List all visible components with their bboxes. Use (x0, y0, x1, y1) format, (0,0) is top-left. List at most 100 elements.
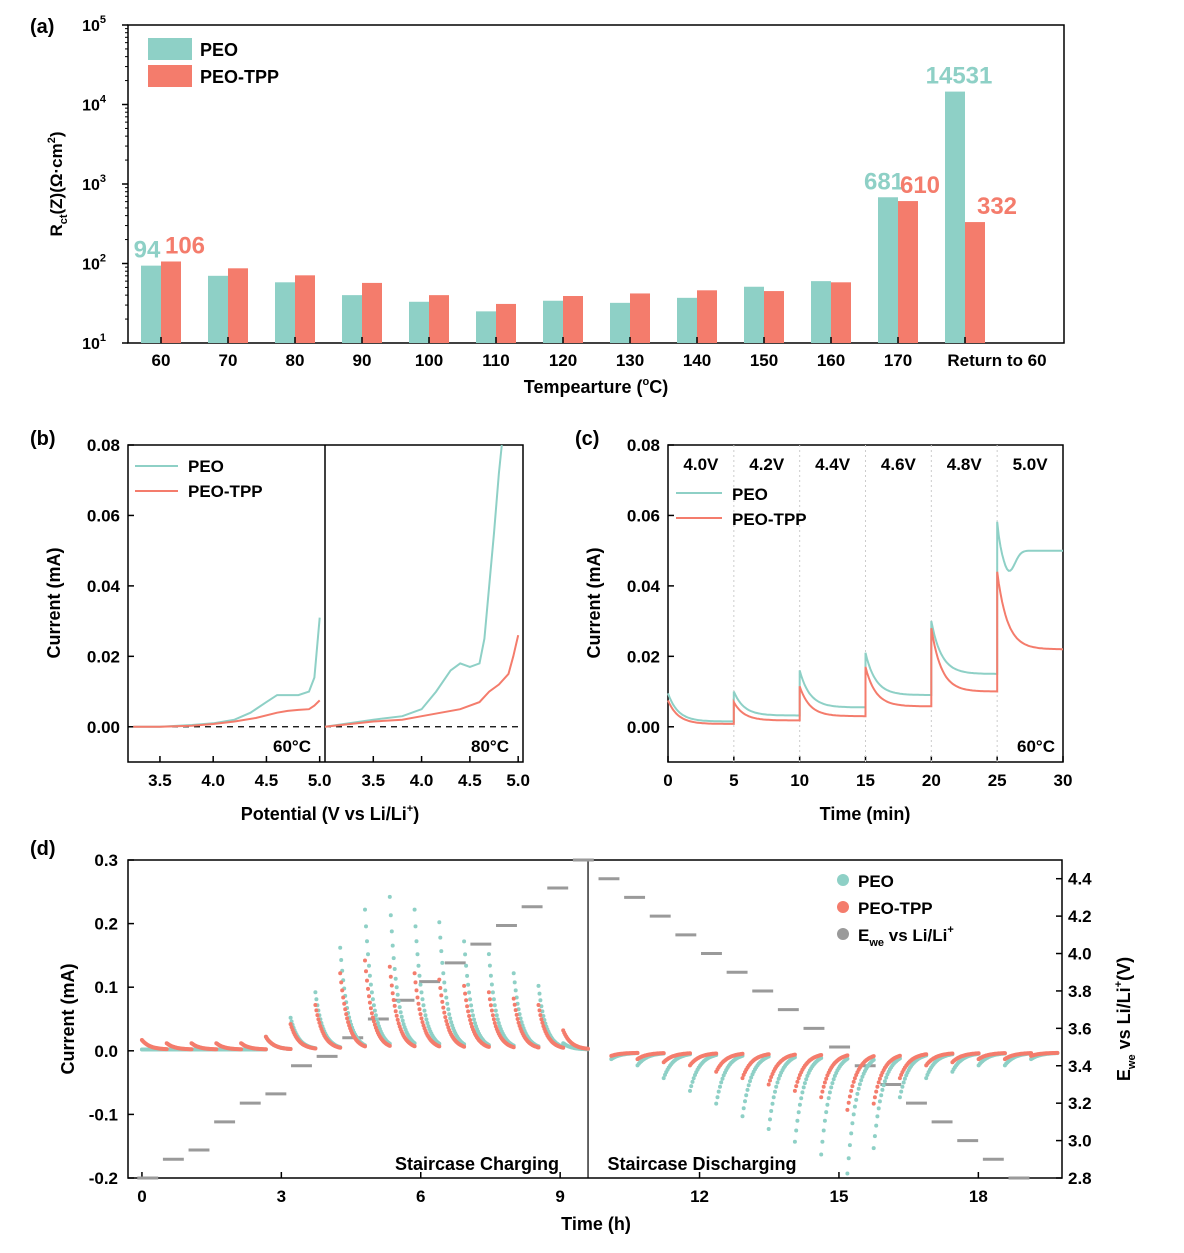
bar-peo-tpp (630, 293, 650, 343)
c-ytick-label: 0.08 (627, 436, 660, 455)
b-ytick-label: 0.00 (87, 718, 120, 737)
d-peo-tpp-step (387, 964, 417, 1049)
d-peo-tpp-point (845, 1053, 850, 1058)
d-peo-tpp-point (439, 993, 444, 998)
d-peo-tpp-point (688, 1051, 692, 1056)
panel-d-frame (127, 859, 1063, 1179)
d-peo-tpp-point (395, 1017, 400, 1022)
c-step-label: 4.8V (947, 455, 983, 474)
d-peo-tpp-point (795, 1079, 800, 1084)
d-peo-tpp-point (874, 1089, 879, 1094)
d-peo-tpp-point (370, 1015, 375, 1020)
d-peo-point (417, 973, 422, 978)
bar-peo-tpp (965, 222, 985, 343)
d-peo-tpp-point (387, 1043, 392, 1048)
d-peo-tpp-step (536, 1003, 566, 1050)
bar-peo (610, 302, 630, 343)
d-peo-tpp-step (792, 1053, 824, 1093)
d-peo-point (830, 1081, 835, 1086)
d-peo-tpp-point (513, 1008, 518, 1013)
d-peo-tpp-point (586, 1046, 590, 1051)
d-peo-point (820, 1139, 825, 1144)
d-peo-point (825, 1102, 830, 1107)
d-peo-tpp-point (412, 1044, 417, 1049)
d-peo-tpp-point (819, 1053, 824, 1057)
d-peo-tpp-point (489, 1008, 494, 1013)
d-peo-point (463, 952, 468, 957)
d-peo-point (414, 939, 419, 944)
d-peo-tpp-point (365, 978, 369, 983)
d-peo-tpp-point (367, 994, 371, 999)
d-peo-point (538, 998, 543, 1003)
d-peo-point (448, 1016, 453, 1021)
d-peo-point (874, 1123, 879, 1128)
d-peo-point (492, 1003, 497, 1008)
bar-peo (677, 297, 697, 343)
d-peo-tpp-step (819, 1053, 850, 1100)
d-peo-tpp-point (769, 1075, 774, 1079)
d-peo-point (718, 1084, 722, 1089)
d-peo-point (796, 1110, 801, 1115)
d-peo-tpp-step (437, 977, 467, 1049)
d-peo-point (471, 1013, 475, 1018)
d-peo-tpp-step (635, 1051, 666, 1062)
d-peo-point (391, 956, 396, 961)
d-peo-tpp-step (511, 996, 541, 1050)
c-step-label: 4.6V (881, 455, 917, 474)
d-peo-tpp-point (466, 1009, 471, 1014)
bar-peo-tpp (764, 291, 784, 343)
d-peo-tpp-point (339, 980, 344, 985)
bar-peo (409, 301, 429, 343)
d-peo-point (715, 1095, 720, 1100)
d-peo-tpp-point (417, 1007, 422, 1012)
d-peo-tpp-step (313, 1003, 343, 1050)
d-peo-point (490, 990, 495, 995)
d-peo-point (819, 1152, 824, 1157)
d-peo-tpp-step (164, 1041, 194, 1052)
d-peo-point (364, 924, 368, 929)
d-peo-point (897, 1095, 902, 1100)
d-peo-tpp-point (740, 1051, 745, 1056)
region-label-charging: Staircase Charging (395, 1154, 559, 1174)
d-peo-tpp-point (418, 1012, 423, 1017)
d-xtick-label: 9 (555, 1187, 564, 1206)
d-peo-tpp-point (340, 988, 345, 993)
d-y2tick-label: 3.6 (1068, 1019, 1092, 1038)
d-peo-tpp-step (462, 983, 491, 1049)
d-peo-tpp-point (792, 1052, 797, 1057)
d-peo-tpp-point (561, 1045, 566, 1050)
c-ytick-label: 0.00 (627, 718, 660, 737)
d-peo-tpp-point (845, 1107, 850, 1112)
d-peo-tpp-point (444, 1019, 449, 1023)
legend-swatch-peo-a (148, 38, 192, 60)
bar-peo (744, 286, 764, 343)
d-peo-tpp-step (845, 1054, 876, 1112)
bar-peo (945, 91, 965, 344)
d-peo-tpp-point (846, 1100, 851, 1105)
panel-d-ylabel: Current (mA) (58, 963, 78, 1074)
legend-label-peo-c: PEO (732, 485, 768, 504)
a-ytick-label: 101 (82, 332, 106, 353)
d-peo-tpp-point (512, 1002, 517, 1007)
d-peo-tpp-step (661, 1051, 692, 1065)
d-peo-tpp-point (368, 1006, 373, 1011)
c-step-label: 4.4V (815, 455, 851, 474)
d-peo-tpp-point (214, 1047, 219, 1052)
d-peo-step (740, 1054, 771, 1119)
bar-value-label: 14531 (926, 63, 993, 90)
c-xtick-label: 0 (663, 771, 672, 790)
d-peo-point (846, 1156, 851, 1161)
d-peo-point (314, 997, 319, 1002)
d-peo-tpp-step (1002, 1051, 1034, 1062)
a-xtick-label: 100 (415, 351, 443, 370)
d-peo-tpp-point (872, 1095, 877, 1100)
d-peo-tpp-step (871, 1053, 902, 1106)
d-peo-tpp-point (338, 1045, 343, 1050)
d-peo-point (852, 1104, 857, 1109)
d-peo-point (799, 1096, 804, 1101)
bar-peo-tpp (228, 268, 248, 343)
d-peo-point (829, 1085, 834, 1090)
d-peo-point (900, 1084, 905, 1089)
d-peo-tpp-point (313, 1046, 318, 1051)
d-peo-point (771, 1095, 776, 1100)
